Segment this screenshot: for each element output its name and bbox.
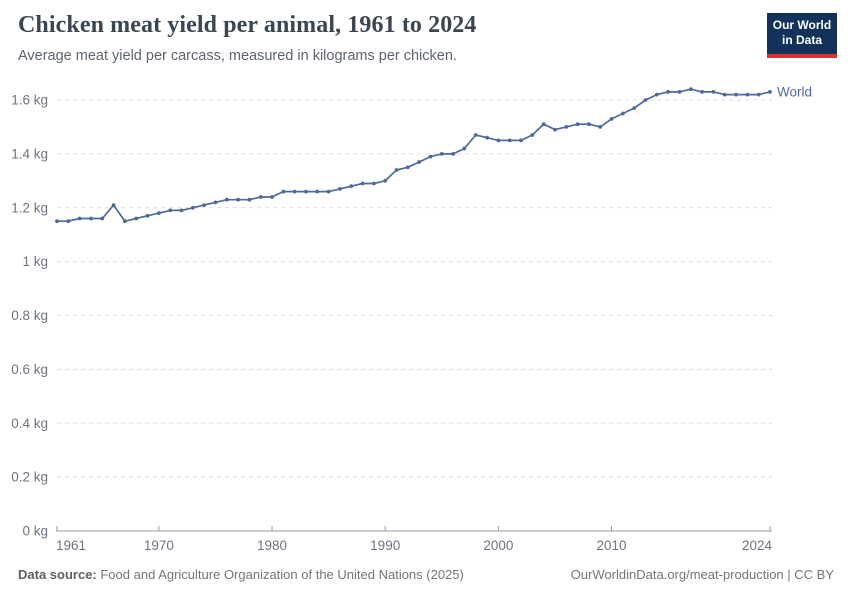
x-axis-tick-label: 1980 xyxy=(257,538,287,553)
data-point[interactable] xyxy=(654,92,659,97)
x-axis-tick-label: 2024 xyxy=(742,538,773,553)
data-point[interactable] xyxy=(553,127,557,132)
data-point[interactable] xyxy=(100,216,105,221)
data-point[interactable] xyxy=(428,154,433,159)
data-point[interactable] xyxy=(609,117,614,121)
data-point[interactable] xyxy=(236,197,241,202)
x-axis-tick-label: 2010 xyxy=(597,538,627,553)
data-point[interactable] xyxy=(292,189,297,194)
data-point[interactable] xyxy=(405,165,410,170)
data-point[interactable] xyxy=(66,219,71,224)
chart-subtitle: Average meat yield per carcass, measured… xyxy=(18,48,457,64)
y-axis-tick-label: 0.6 kg xyxy=(11,362,48,377)
data-point[interactable] xyxy=(134,216,139,221)
data-point[interactable] xyxy=(338,187,342,191)
data-source-label: Data source: xyxy=(18,567,97,582)
data-point[interactable] xyxy=(632,106,637,110)
data-point[interactable] xyxy=(643,98,648,102)
data-point[interactable] xyxy=(394,168,399,172)
data-point[interactable] xyxy=(157,211,161,216)
owid-logo[interactable]: Our World in Data xyxy=(767,13,837,58)
data-point[interactable] xyxy=(473,133,478,137)
data-source-note: Data source: Food and Agriculture Organi… xyxy=(18,567,464,582)
data-point[interactable] xyxy=(530,133,535,137)
x-axis-tick-label: 2000 xyxy=(483,538,513,553)
data-point[interactable] xyxy=(496,138,501,143)
data-point[interactable] xyxy=(326,189,331,194)
data-point[interactable] xyxy=(123,219,127,224)
data-point[interactable] xyxy=(281,189,286,194)
data-point[interactable] xyxy=(575,122,580,127)
series-end-label-world[interactable]: World xyxy=(777,84,812,99)
data-point[interactable] xyxy=(111,203,116,208)
data-point[interactable] xyxy=(372,181,376,186)
data-point[interactable] xyxy=(349,184,354,189)
data-point[interactable] xyxy=(734,92,738,97)
data-point[interactable] xyxy=(587,122,591,127)
y-axis-tick-label: 1 kg xyxy=(22,254,48,269)
data-point[interactable] xyxy=(711,90,716,94)
data-point[interactable] xyxy=(247,197,252,202)
data-point[interactable] xyxy=(258,195,263,199)
page-title: Chicken meat yield per animal, 1961 to 2… xyxy=(18,12,477,38)
data-point[interactable] xyxy=(89,216,93,221)
data-point[interactable] xyxy=(439,152,444,156)
data-point[interactable] xyxy=(383,178,388,183)
owid-logo-line1: Our World xyxy=(772,18,832,32)
x-axis-tick-label: 1961 xyxy=(56,538,86,553)
data-point[interactable] xyxy=(688,87,693,92)
x-axis-tick-label: 1990 xyxy=(370,538,400,553)
data-point[interactable] xyxy=(417,160,422,164)
data-point[interactable] xyxy=(564,125,569,129)
data-point[interactable] xyxy=(507,138,512,143)
data-point[interactable] xyxy=(756,92,761,97)
owid-credit-link[interactable]: OurWorldinData.org/meat-production | CC … xyxy=(570,567,834,582)
y-axis-tick-label: 0.8 kg xyxy=(11,308,48,323)
data-point[interactable] xyxy=(77,216,82,221)
data-source-text: Food and Agriculture Organization of the… xyxy=(96,567,464,582)
data-point[interactable] xyxy=(190,205,195,210)
figure-footer: Data source: Food and Agriculture Organi… xyxy=(18,567,834,582)
y-axis-tick-label: 0 kg xyxy=(22,524,48,539)
data-point[interactable] xyxy=(202,203,207,208)
data-point[interactable] xyxy=(485,135,489,140)
data-point[interactable] xyxy=(224,197,229,202)
owid-logo-text: Our World in Data xyxy=(767,13,837,54)
data-point[interactable] xyxy=(213,200,218,205)
owid-logo-line2: in Data xyxy=(781,33,822,47)
data-point[interactable] xyxy=(304,189,308,194)
y-axis-tick-label: 1.4 kg xyxy=(11,146,48,161)
data-point[interactable] xyxy=(168,208,173,213)
data-point[interactable] xyxy=(179,208,184,213)
data-point[interactable] xyxy=(621,111,625,116)
data-point[interactable] xyxy=(55,219,59,224)
y-axis-tick-label: 1.2 kg xyxy=(11,200,48,215)
y-axis-tick-label: 1.6 kg xyxy=(11,93,48,108)
data-line-world[interactable] xyxy=(56,88,771,223)
data-point[interactable] xyxy=(768,90,772,94)
data-point[interactable] xyxy=(598,125,603,129)
data-point[interactable] xyxy=(451,152,455,156)
data-point[interactable] xyxy=(462,146,467,151)
data-point[interactable] xyxy=(722,92,727,97)
y-axis-tick-label: 0.2 kg xyxy=(11,470,48,485)
data-point[interactable] xyxy=(270,195,274,199)
x-axis-tick-label: 1970 xyxy=(144,538,174,553)
data-point[interactable] xyxy=(519,138,523,143)
data-point[interactable] xyxy=(745,92,750,97)
data-point[interactable] xyxy=(666,90,670,94)
data-point[interactable] xyxy=(315,189,320,194)
data-point[interactable] xyxy=(541,122,546,127)
data-point[interactable] xyxy=(677,90,682,94)
owid-logo-red-bar xyxy=(767,54,837,58)
y-axis-tick-label: 0.4 kg xyxy=(11,416,48,431)
data-point[interactable] xyxy=(360,181,365,186)
data-point[interactable] xyxy=(145,213,150,218)
data-point[interactable] xyxy=(700,90,704,94)
